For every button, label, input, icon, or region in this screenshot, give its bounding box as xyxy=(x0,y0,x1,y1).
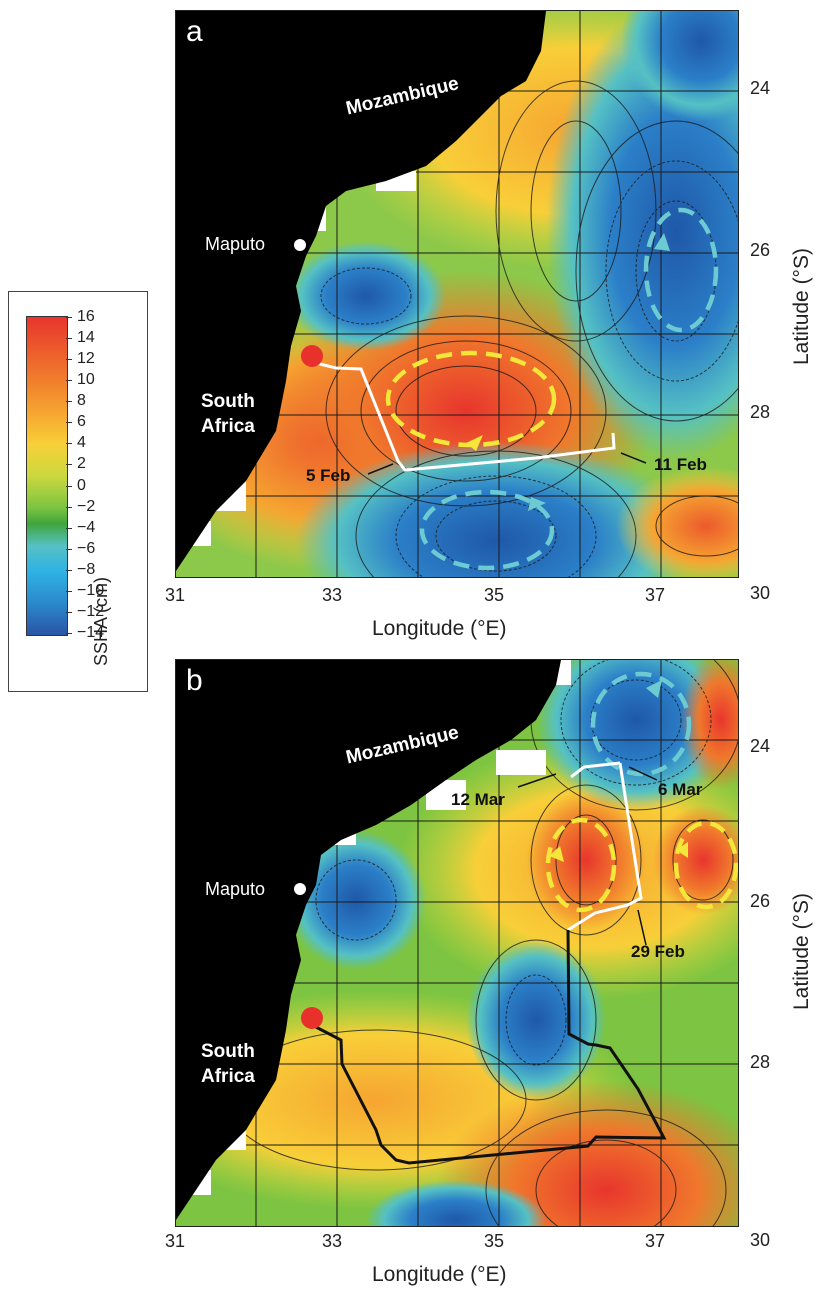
colorbar-tick xyxy=(66,548,72,550)
colorbar-tick xyxy=(66,633,72,634)
drifter-track-a xyxy=(315,361,616,472)
colorbar-tick xyxy=(66,527,72,529)
colorbar-tick-label: −2 xyxy=(77,497,96,515)
colorbar-tick xyxy=(66,611,72,613)
date-label-b-3: 29 Feb xyxy=(631,942,685,961)
ssha-map-a xyxy=(176,11,738,577)
drifter-track-b-white xyxy=(567,762,643,932)
colorbar-tick xyxy=(66,506,72,508)
city-marker-maputo-a xyxy=(294,239,306,251)
colorbar-tick-label: 4 xyxy=(77,434,86,452)
land-mass xyxy=(176,660,561,1220)
colorbar-tick-label: −14 xyxy=(77,624,105,641)
colorbar-tick-label: 8 xyxy=(77,392,86,410)
colorbar-tick xyxy=(66,590,72,592)
date-label-b-1: 12 Mar xyxy=(451,790,505,809)
warm-eddy-b1 xyxy=(545,817,617,913)
cold-eddy-a2 xyxy=(419,489,555,571)
x-axis-title-b: Longitude (°E) xyxy=(372,1263,507,1286)
y-tick-26-b: 26 xyxy=(750,891,771,911)
label-south-b: South xyxy=(201,1041,255,1062)
colorbar-tick xyxy=(66,338,72,340)
colorbar-tick xyxy=(66,317,72,318)
y-tick-30-a: 30 xyxy=(750,583,771,603)
colorbar-tick xyxy=(66,422,72,424)
x-tick-33-a: 33 xyxy=(322,585,343,605)
colorbar-tick-label: 16 xyxy=(77,308,95,325)
release-point-a xyxy=(301,345,323,367)
release-point-b xyxy=(301,1007,323,1029)
colorbar-tick xyxy=(66,569,72,571)
colorbar-tick-label: 10 xyxy=(77,371,95,389)
label-maputo-a: Maputo xyxy=(205,234,266,254)
colorbar-gradient xyxy=(26,316,68,636)
date-label-b-2: 6 Mar xyxy=(658,780,703,799)
label-south-a: South xyxy=(201,391,255,412)
cold-eddy-b xyxy=(590,671,692,777)
cold-eddy-a1 xyxy=(643,207,719,333)
colorbar-tick xyxy=(66,359,72,361)
colorbar-tick-label: 14 xyxy=(77,329,95,347)
y-tick-30-b: 30 xyxy=(750,1230,771,1250)
panel-label-b: b xyxy=(186,664,203,697)
warm-eddy-b2 xyxy=(673,820,738,910)
y-tick-24-a: 24 xyxy=(750,78,771,98)
colorbar-tick xyxy=(66,485,72,487)
map-panel-a: a Mozambique Maputo South Africa 5 Feb 1… xyxy=(175,10,739,578)
x-tick-31-b: 31 xyxy=(165,1231,186,1251)
colorbar-tick-label: 0 xyxy=(77,476,86,494)
y-axis-title-a: Latitude (°S) xyxy=(790,248,813,365)
colorbar-tick-label: −4 xyxy=(77,518,96,536)
y-axis-title-b: Latitude (°S) xyxy=(790,893,813,1010)
colorbar-tick xyxy=(66,443,72,445)
x-tick-35-a: 35 xyxy=(484,585,505,605)
x-axis-title-a: Longitude (°E) xyxy=(372,617,507,640)
label-maputo-b: Maputo xyxy=(205,879,266,899)
y-tick-28-b: 28 xyxy=(750,1052,771,1072)
colorbar-legend: 16 14 12 10 8 6 4 2 0 −2 −4 −6 −8 −10 −12 −14 SSHA (cm) xyxy=(8,291,148,692)
drifter-track-b-black xyxy=(311,929,667,1165)
ssha-map-b xyxy=(176,660,738,1226)
land-mass xyxy=(176,11,546,571)
label-africa-a: Africa xyxy=(201,416,255,437)
map-panel-b: b Mozambique Maputo South Africa 12 Mar … xyxy=(175,659,739,1227)
colorbar-tick-label: −12 xyxy=(77,602,105,620)
colorbar-tick-label: −10 xyxy=(77,581,105,599)
colorbar-tick xyxy=(66,380,72,382)
colorbar-tick-label: 12 xyxy=(77,350,95,368)
colorbar-tick xyxy=(66,464,72,466)
colorbar-tick-label: 2 xyxy=(77,455,86,473)
colorbar-tick xyxy=(66,401,72,403)
colorbar-tick-label: 6 xyxy=(77,413,86,431)
colorbar-tick-label: −8 xyxy=(77,560,96,578)
x-tick-33-b: 33 xyxy=(322,1231,343,1251)
y-tick-26-a: 26 xyxy=(750,240,771,260)
y-tick-24-b: 24 xyxy=(750,736,771,756)
y-tick-28-a: 28 xyxy=(750,402,771,422)
colorbar-title: SSHA (cm) xyxy=(91,576,111,666)
x-tick-35-b: 35 xyxy=(484,1231,505,1251)
date-label-a-1: 5 Feb xyxy=(306,466,351,485)
city-marker-maputo-b xyxy=(294,883,306,895)
date-label-a-2: 11 Feb xyxy=(654,455,707,474)
drifter-track-b-white-2 xyxy=(570,761,621,779)
panel-label-a: a xyxy=(186,15,203,48)
x-tick-31-a: 31 xyxy=(165,585,186,605)
x-tick-37-a: 37 xyxy=(645,585,666,605)
x-tick-37-b: 37 xyxy=(645,1231,666,1251)
label-africa-b: Africa xyxy=(201,1066,255,1087)
colorbar-tick-label: −6 xyxy=(77,539,96,557)
